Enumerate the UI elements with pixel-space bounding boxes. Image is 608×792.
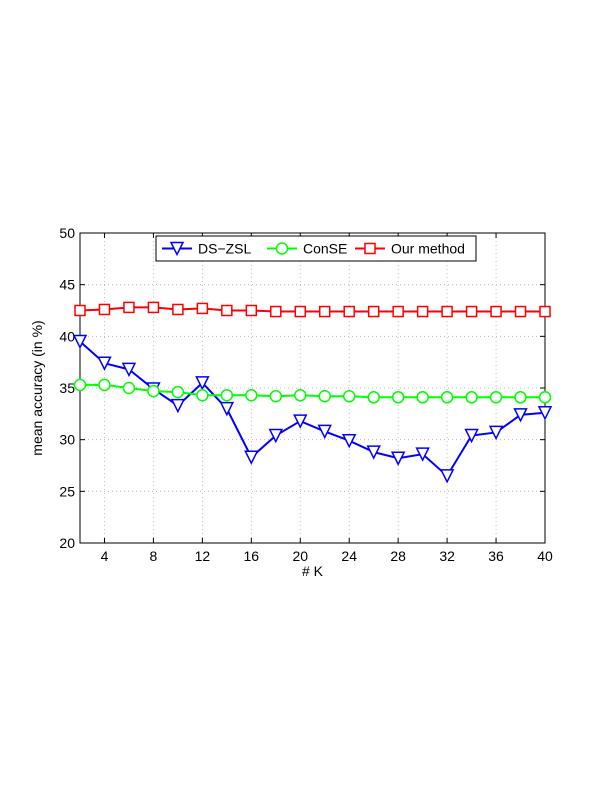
data-point [244, 450, 259, 465]
data-point [390, 451, 406, 466]
y-axis-label: mean accuracy (in %) [29, 320, 45, 455]
x-tick-label: 16 [244, 548, 260, 564]
data-point [440, 391, 454, 404]
data-point [122, 381, 136, 395]
x-tick-label: 4 [101, 548, 109, 564]
data-point [172, 303, 184, 316]
data-point [147, 301, 160, 314]
x-tick-label: 12 [195, 548, 211, 564]
data-point [341, 433, 357, 449]
data-point [147, 384, 160, 398]
x-tick-label: 28 [390, 548, 406, 564]
y-tick-label: 50 [59, 225, 75, 241]
data-point [416, 391, 429, 404]
data-point [392, 305, 404, 318]
data-point [465, 391, 478, 404]
x-axis-label: # K [302, 563, 324, 579]
data-point [513, 408, 528, 423]
data-point [170, 398, 186, 414]
x-tick-label: 36 [488, 548, 504, 564]
axes-layer: 4 8 12 16 20 24 28 32 36 40 20 25 30 35 40 45 50 [59, 225, 553, 564]
data-point [318, 390, 331, 403]
data-point [391, 391, 405, 404]
y-tick-label: 20 [59, 535, 75, 551]
data-point [294, 388, 307, 402]
y-tick-label: 30 [59, 432, 75, 448]
data-point [366, 445, 381, 460]
series-layer [72, 301, 553, 484]
x-tick-label: 8 [150, 548, 158, 564]
data-point [489, 391, 503, 404]
data-point [488, 425, 504, 441]
data-point [270, 305, 282, 318]
data-point [367, 391, 380, 404]
y-tick-label: 40 [59, 328, 75, 344]
x-tick-label: 32 [439, 548, 455, 564]
data-point [441, 305, 453, 318]
legend-entry: Our method [355, 241, 465, 257]
series-circle [73, 378, 552, 404]
x-tick-label: 24 [341, 548, 357, 564]
data-point [343, 305, 355, 318]
data-point [195, 376, 210, 391]
series-square [74, 301, 551, 318]
data-point [514, 391, 527, 404]
y-tick-label: 35 [59, 380, 75, 396]
data-point [342, 390, 356, 403]
data-point [294, 305, 307, 318]
data-point [121, 362, 137, 378]
legend-marker [169, 241, 185, 257]
data-point [539, 305, 551, 318]
data-point [415, 447, 430, 462]
data-point [490, 305, 502, 318]
data-point [97, 356, 112, 371]
data-point [318, 305, 331, 318]
x-tick-label: 40 [537, 548, 553, 564]
data-point [196, 302, 209, 315]
data-point [98, 378, 111, 392]
legend-label: DS−ZSL [198, 241, 252, 257]
y-tick-label: 45 [59, 277, 75, 293]
data-point [465, 305, 478, 318]
data-point [73, 378, 87, 392]
data-point [245, 388, 258, 402]
legend-marker [364, 242, 376, 255]
data-point [171, 385, 185, 399]
legend-label: ConSE [303, 241, 347, 257]
legend: DS−ZSL ConSE Our method [155, 235, 477, 262]
data-point [514, 305, 527, 318]
data-point [464, 428, 479, 444]
data-point [220, 388, 234, 402]
legend-label: Our method [391, 241, 465, 257]
data-point [439, 469, 455, 484]
y-tick-label: 25 [59, 483, 75, 499]
data-point [367, 305, 380, 318]
data-point [269, 390, 283, 403]
data-point [196, 388, 209, 402]
data-point [72, 334, 88, 350]
legend-box [155, 235, 477, 262]
legend-entry: ConSE [267, 241, 347, 257]
data-point [293, 414, 308, 429]
data-point [74, 304, 86, 317]
data-point [538, 391, 552, 404]
data-point [317, 424, 332, 440]
legend-entry: DS−ZSL [162, 241, 252, 257]
data-point [245, 304, 258, 317]
data-point [416, 305, 429, 318]
legend-marker [275, 242, 289, 255]
data-point [123, 301, 135, 314]
data-point [268, 428, 284, 444]
x-tick-label: 20 [292, 548, 308, 564]
data-point [98, 303, 111, 316]
data-point [219, 401, 235, 417]
data-point [537, 406, 553, 421]
data-point [221, 304, 233, 317]
